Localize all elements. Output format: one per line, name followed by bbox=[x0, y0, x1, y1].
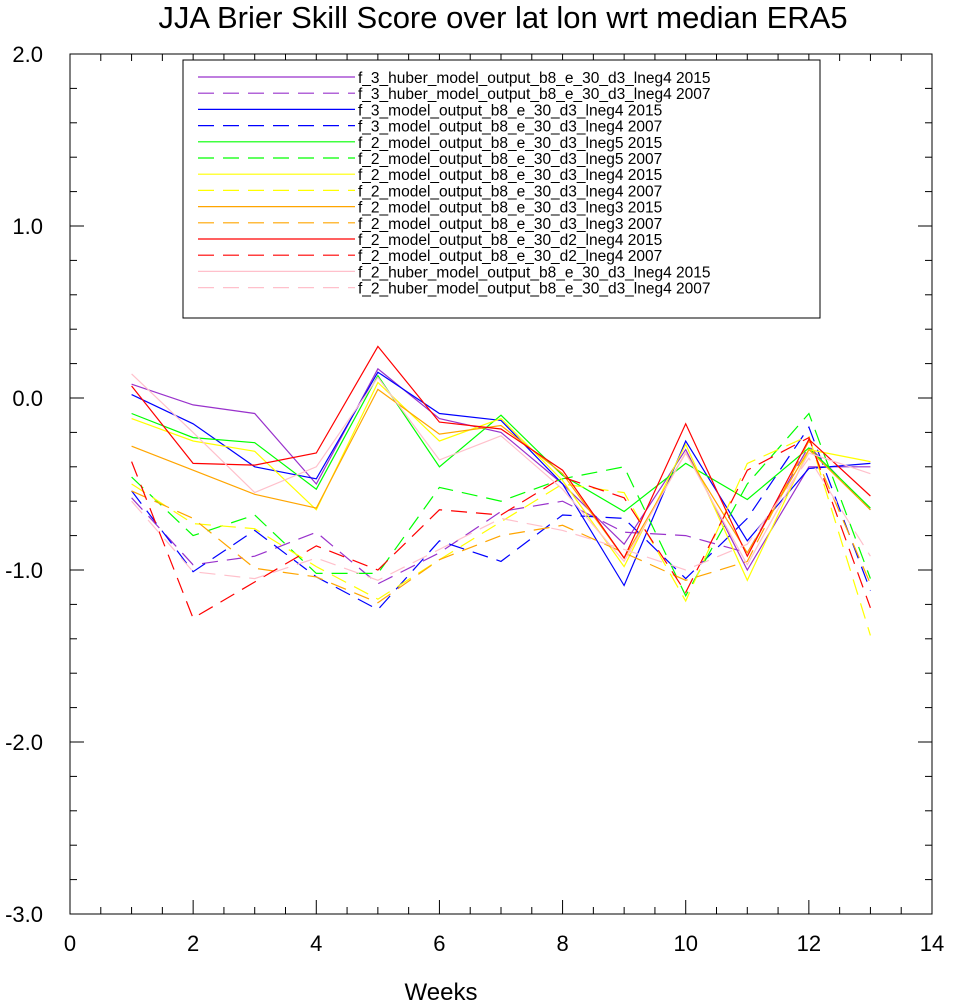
x-tick-label: 0 bbox=[64, 931, 76, 956]
y-tick-label: 2.0 bbox=[12, 42, 43, 67]
series-line-6 bbox=[131, 412, 871, 598]
y-tick-label: -2.0 bbox=[5, 730, 43, 755]
chart-title: JJA Brier Skill Score over lat lon wrt m… bbox=[158, 0, 847, 35]
y-tick-label: -1.0 bbox=[5, 558, 43, 583]
series-line-9 bbox=[131, 388, 871, 560]
x-tick-label: 12 bbox=[797, 931, 821, 956]
legend-label: f_2_model_output_b8_e_30_d3_lneg3 2007 bbox=[358, 216, 662, 233]
x-tick-label: 14 bbox=[920, 931, 944, 956]
legend-label: f_2_model_output_b8_e_30_d3_lneg4 2007 bbox=[358, 183, 662, 200]
legend-label: f_2_model_output_b8_e_30_d2_lneg4 2007 bbox=[358, 248, 662, 265]
legend-label: f_2_model_output_b8_e_30_d3_lneg4 2015 bbox=[358, 167, 662, 184]
legend-label: f_3_huber_model_output_b8_e_30_d3_lneg4 … bbox=[358, 86, 711, 103]
y-tick-label: 1.0 bbox=[12, 214, 43, 239]
series-layer bbox=[131, 345, 871, 636]
legend-label: f_2_huber_model_output_b8_e_30_d3_lneg4 … bbox=[358, 281, 711, 298]
x-tick-label: 4 bbox=[310, 931, 322, 956]
series-line-11 bbox=[131, 345, 871, 560]
y-tick-label: -3.0 bbox=[5, 902, 43, 927]
series-line-12 bbox=[131, 436, 871, 620]
legend-box bbox=[182, 59, 821, 319]
legend-label: f_2_model_output_b8_e_30_d3_lneg3 2015 bbox=[358, 200, 662, 217]
legend-label: f_3_model_output_b8_e_30_d3_lneg4 2015 bbox=[358, 102, 662, 119]
legend-label: f_3_huber_model_output_b8_e_30_d3_lneg4 … bbox=[358, 70, 711, 87]
x-tick-label: 6 bbox=[433, 931, 445, 956]
series-line-8 bbox=[131, 434, 871, 636]
y-tick-label: 0.0 bbox=[12, 386, 43, 411]
series-line-7 bbox=[131, 381, 871, 582]
x-axis-label: Weeks bbox=[405, 979, 478, 1004]
legend-label: f_2_model_output_b8_e_30_d3_lneg5 2015 bbox=[358, 135, 662, 152]
legend-label: f_2_huber_model_output_b8_e_30_d3_lneg4 … bbox=[358, 264, 711, 281]
x-tick-label: 10 bbox=[673, 931, 697, 956]
legend-label: f_2_model_output_b8_e_30_d2_lneg4 2015 bbox=[358, 232, 662, 249]
series-line-13 bbox=[131, 373, 871, 567]
legend-label: f_3_model_output_b8_e_30_d3_lneg4 2007 bbox=[358, 119, 662, 136]
plot-frame bbox=[69, 53, 933, 915]
series-line-1 bbox=[131, 367, 871, 572]
x-tick-label: 2 bbox=[187, 931, 199, 956]
legend: f_3_huber_model_output_b8_e_30_d3_lneg4 … bbox=[182, 59, 821, 319]
series-line-10 bbox=[131, 439, 871, 604]
series-line-4 bbox=[131, 425, 871, 611]
series-line-2 bbox=[131, 445, 871, 585]
x-tick-label: 8 bbox=[556, 931, 568, 956]
series-line-14 bbox=[131, 457, 871, 581]
series-line-3 bbox=[131, 371, 871, 587]
legend-label: f_2_model_output_b8_e_30_d3_lneg5 2007 bbox=[358, 151, 662, 168]
series-line-5 bbox=[131, 374, 871, 513]
